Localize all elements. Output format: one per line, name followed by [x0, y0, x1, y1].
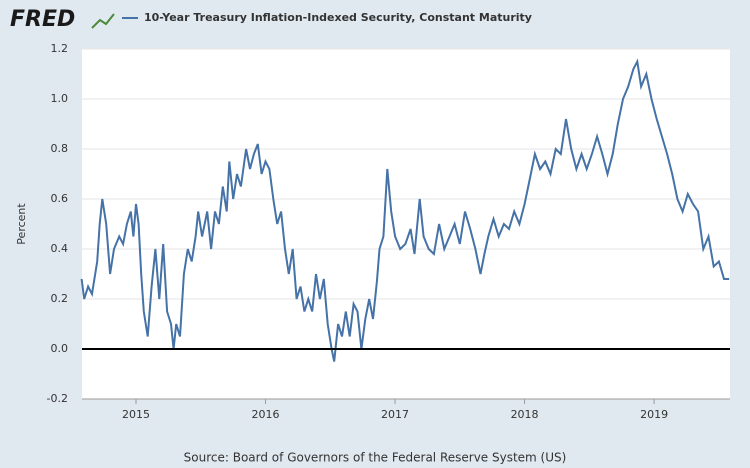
- y-tick-label: 1.2: [51, 42, 69, 55]
- y-tick-label: 1.0: [51, 92, 69, 105]
- brand-logo: FRED: [10, 7, 75, 32]
- source: Source: Board of Governors of the Federa…: [184, 451, 567, 465]
- logo-icon: [91, 13, 115, 29]
- y-tick-label: 0.6: [51, 192, 69, 205]
- x-tick-label: 2017: [381, 408, 409, 421]
- legend-label: 10-Year Treasury Inflation-Indexed Secur…: [144, 11, 532, 24]
- y-tick-label: 0.2: [51, 292, 69, 305]
- y-tick-label: -0.2: [47, 392, 68, 405]
- x-tick-label: 2018: [511, 408, 539, 421]
- x-tick-label: 2015: [122, 408, 150, 421]
- y-axis-label: Percent: [15, 203, 28, 245]
- y-tick-label: 0.8: [51, 142, 69, 155]
- x-tick-label: 2016: [252, 408, 280, 421]
- plot-area: [82, 49, 730, 399]
- y-tick-label: 0.4: [51, 242, 69, 255]
- y-tick-label: 0.0: [51, 342, 69, 355]
- x-tick-label: 2019: [640, 408, 668, 421]
